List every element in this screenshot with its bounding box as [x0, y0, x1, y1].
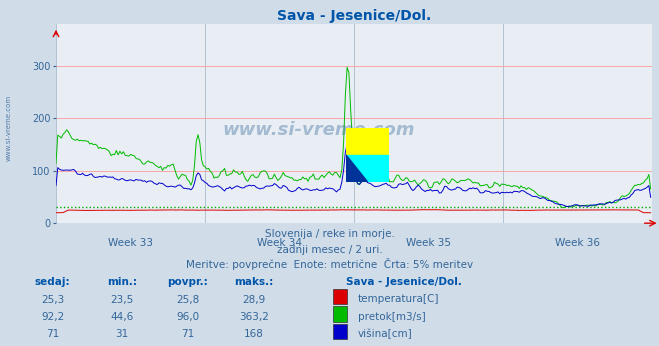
Polygon shape — [346, 155, 368, 182]
Text: 168: 168 — [244, 329, 264, 339]
Text: 44,6: 44,6 — [110, 312, 134, 322]
Text: Week 33: Week 33 — [108, 238, 153, 248]
Text: www.si-vreme.com: www.si-vreme.com — [222, 121, 415, 139]
Polygon shape — [346, 155, 389, 182]
Text: 25,8: 25,8 — [176, 295, 200, 305]
Text: pretok[m3/s]: pretok[m3/s] — [358, 312, 426, 321]
Text: temperatura[C]: temperatura[C] — [358, 294, 440, 304]
Text: povpr.:: povpr.: — [167, 277, 208, 288]
Text: 25,3: 25,3 — [41, 295, 65, 305]
Text: Sava - Jesenice/Dol.: Sava - Jesenice/Dol. — [346, 277, 462, 288]
Title: Sava - Jesenice/Dol.: Sava - Jesenice/Dol. — [277, 9, 432, 23]
Text: Meritve: povprečne  Enote: metrične  Črta: 5% meritev: Meritve: povprečne Enote: metrične Črta:… — [186, 258, 473, 270]
Text: sedaj:: sedaj: — [35, 277, 71, 288]
Text: Week 34: Week 34 — [257, 238, 302, 248]
Text: Week 35: Week 35 — [406, 238, 451, 248]
Text: 28,9: 28,9 — [242, 295, 266, 305]
Text: 31: 31 — [115, 329, 129, 339]
Text: 23,5: 23,5 — [110, 295, 134, 305]
Text: zadnji mesec / 2 uri.: zadnji mesec / 2 uri. — [277, 245, 382, 255]
Text: 96,0: 96,0 — [176, 312, 200, 322]
Text: Slovenija / reke in morje.: Slovenija / reke in morje. — [264, 229, 395, 239]
Text: višina[cm]: višina[cm] — [358, 329, 413, 339]
Text: maks.:: maks.: — [234, 277, 273, 288]
Text: 71: 71 — [181, 329, 194, 339]
Text: 71: 71 — [46, 329, 59, 339]
Text: min.:: min.: — [107, 277, 137, 288]
Text: Week 36: Week 36 — [556, 238, 600, 248]
Text: 363,2: 363,2 — [239, 312, 269, 322]
Text: 92,2: 92,2 — [41, 312, 65, 322]
Polygon shape — [346, 128, 389, 155]
Text: www.si-vreme.com: www.si-vreme.com — [5, 95, 12, 161]
